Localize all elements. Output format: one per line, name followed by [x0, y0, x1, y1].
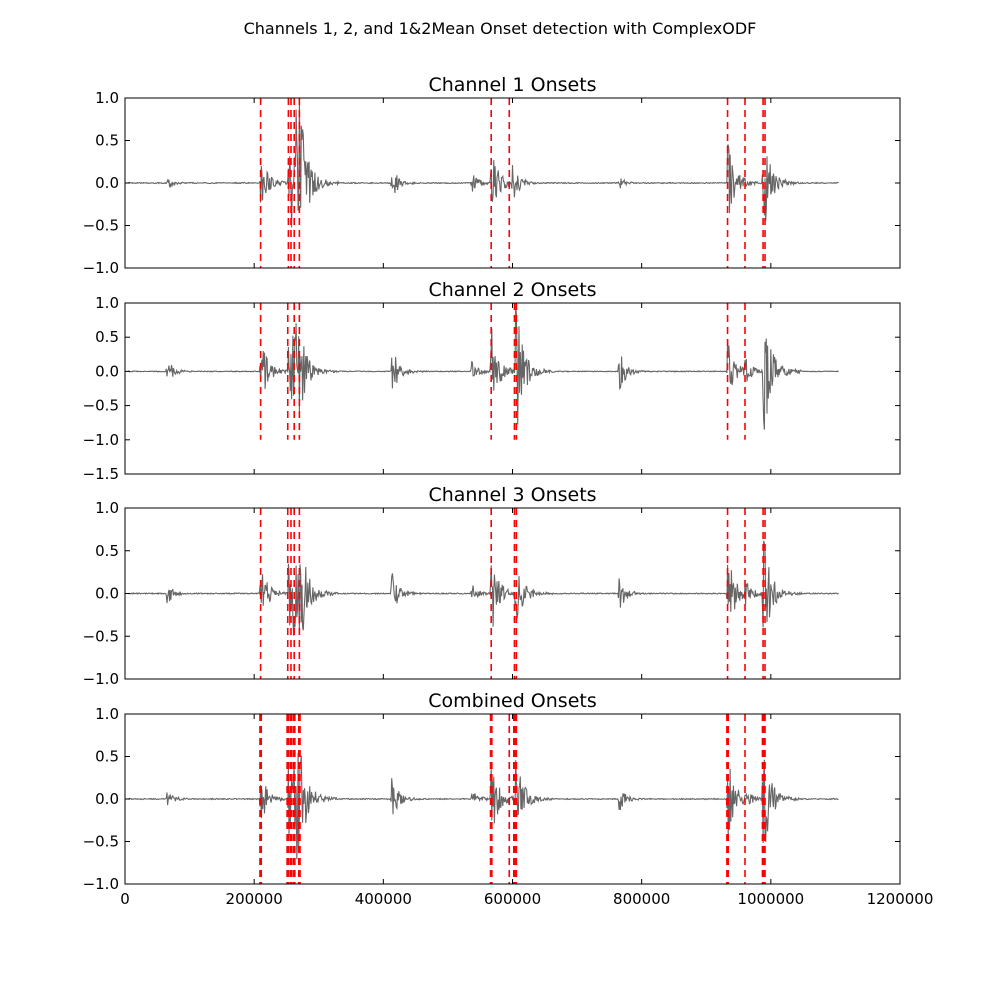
y-tick-label: 1.0 — [95, 705, 119, 723]
x-tick-label: 800000 — [613, 890, 670, 908]
y-tick-label: −1.0 — [83, 875, 119, 893]
subplot-1: Channel 1 Onsets −1.0 −0.5 0.0 0.5 1.0 — [83, 74, 901, 277]
figure-suptitle: Channels 1, 2, and 1&2Mean Onset detecti… — [244, 19, 757, 38]
signal-line — [127, 752, 839, 860]
y-tick-label: −0.5 — [83, 833, 119, 851]
x-tick-label: 1200000 — [867, 890, 934, 908]
x-tick-label: 0 — [120, 890, 130, 908]
subplot-title: Channel 1 Onsets — [428, 74, 596, 96]
y-tick-label: 1.0 — [95, 499, 119, 517]
subplot-title: Channel 2 Onsets — [428, 279, 596, 301]
signal-line — [128, 302, 839, 430]
y-tick-label: −1.0 — [83, 431, 119, 449]
y-tick-label: −0.5 — [83, 397, 119, 415]
plot-frame — [124, 302, 901, 475]
subplots-container: Channel 1 Onsets−1.0−0.50.00.51.0Channel… — [83, 74, 934, 908]
y-tick-label: 1.0 — [95, 89, 119, 107]
y-tick-label: 0.0 — [95, 790, 119, 808]
y-tick-label: 0.5 — [95, 132, 119, 150]
y-tick-label: 1.0 — [95, 294, 119, 312]
y-tick-label: 0.5 — [95, 542, 119, 560]
y-tick-label: −0.5 — [83, 217, 119, 235]
x-tick-label: 400000 — [355, 890, 412, 908]
y-tick-label: 0.0 — [95, 174, 119, 192]
signal-line — [127, 540, 839, 636]
subplot-3: Channel 3 Onsets −1.0 −0.5 0.0 0.5 1.0 — [83, 484, 901, 688]
signal-line — [128, 97, 839, 228]
y-tick-label: 0.5 — [95, 328, 119, 346]
subplot-2: Channel 2 Onsets −1.5 −1.0 −0.5 0.0 0.5 1.0 — [83, 279, 901, 483]
y-tick-label: 0.5 — [95, 748, 119, 766]
x-tick-label: 1000000 — [737, 890, 804, 908]
y-tick-label: −1.5 — [83, 465, 119, 483]
subplot-4: Combined Onsets −1.0 −0.5 0.0 0.5 1.0 0 200000 4… — [83, 690, 934, 908]
subplot-title: Combined Onsets — [428, 690, 597, 712]
x-tick-label: 600000 — [484, 890, 541, 908]
y-tick-label: 0.0 — [95, 585, 119, 603]
y-tick-label: −1.0 — [83, 670, 119, 688]
y-tick-label: −0.5 — [83, 627, 119, 645]
y-tick-label: −1.0 — [83, 259, 119, 277]
subplot-title: Channel 3 Onsets — [428, 484, 596, 506]
y-tick-label: 0.0 — [95, 362, 119, 380]
x-tick-label: 200000 — [226, 890, 283, 908]
